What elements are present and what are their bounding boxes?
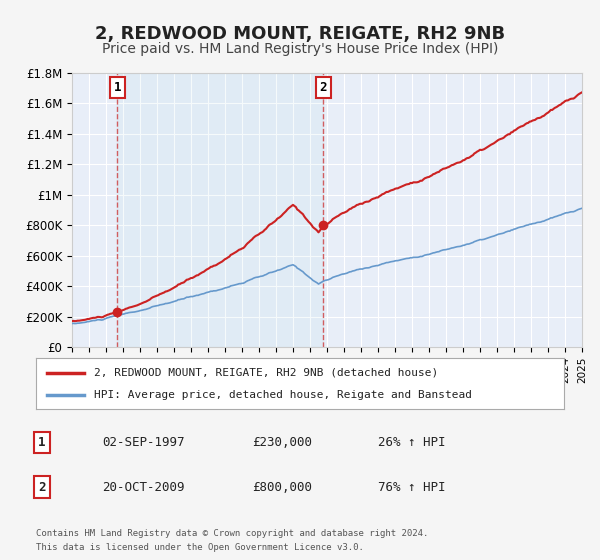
Text: Price paid vs. HM Land Registry's House Price Index (HPI): Price paid vs. HM Land Registry's House … <box>102 42 498 56</box>
Text: 2, REDWOOD MOUNT, REIGATE, RH2 9NB: 2, REDWOOD MOUNT, REIGATE, RH2 9NB <box>95 25 505 43</box>
Bar <box>118 73 323 347</box>
Text: 26% ↑ HPI: 26% ↑ HPI <box>378 436 445 449</box>
Text: 02-SEP-1997: 02-SEP-1997 <box>102 436 185 449</box>
Text: HPI: Average price, detached house, Reigate and Banstead: HPI: Average price, detached house, Reig… <box>94 390 472 400</box>
Text: Contains HM Land Registry data © Crown copyright and database right 2024.: Contains HM Land Registry data © Crown c… <box>36 529 428 538</box>
Text: 76% ↑ HPI: 76% ↑ HPI <box>378 480 445 494</box>
Text: 2: 2 <box>320 81 327 94</box>
Text: £800,000: £800,000 <box>252 480 312 494</box>
Text: 1: 1 <box>38 436 46 449</box>
Text: 2: 2 <box>38 480 46 494</box>
Text: 20-OCT-2009: 20-OCT-2009 <box>102 480 185 494</box>
Text: 1: 1 <box>113 81 121 94</box>
Text: £230,000: £230,000 <box>252 436 312 449</box>
Text: 2, REDWOOD MOUNT, REIGATE, RH2 9NB (detached house): 2, REDWOOD MOUNT, REIGATE, RH2 9NB (deta… <box>94 367 439 377</box>
Text: This data is licensed under the Open Government Licence v3.0.: This data is licensed under the Open Gov… <box>36 543 364 552</box>
